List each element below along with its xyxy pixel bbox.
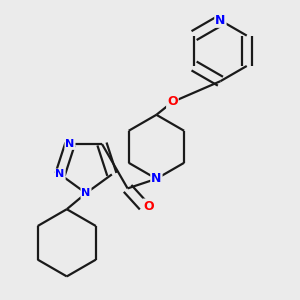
Text: N: N — [81, 188, 91, 198]
Text: N: N — [56, 169, 65, 179]
Text: O: O — [167, 95, 178, 109]
Text: N: N — [215, 14, 226, 27]
Text: N: N — [65, 139, 75, 149]
Text: O: O — [143, 200, 154, 212]
Text: N: N — [151, 172, 162, 185]
